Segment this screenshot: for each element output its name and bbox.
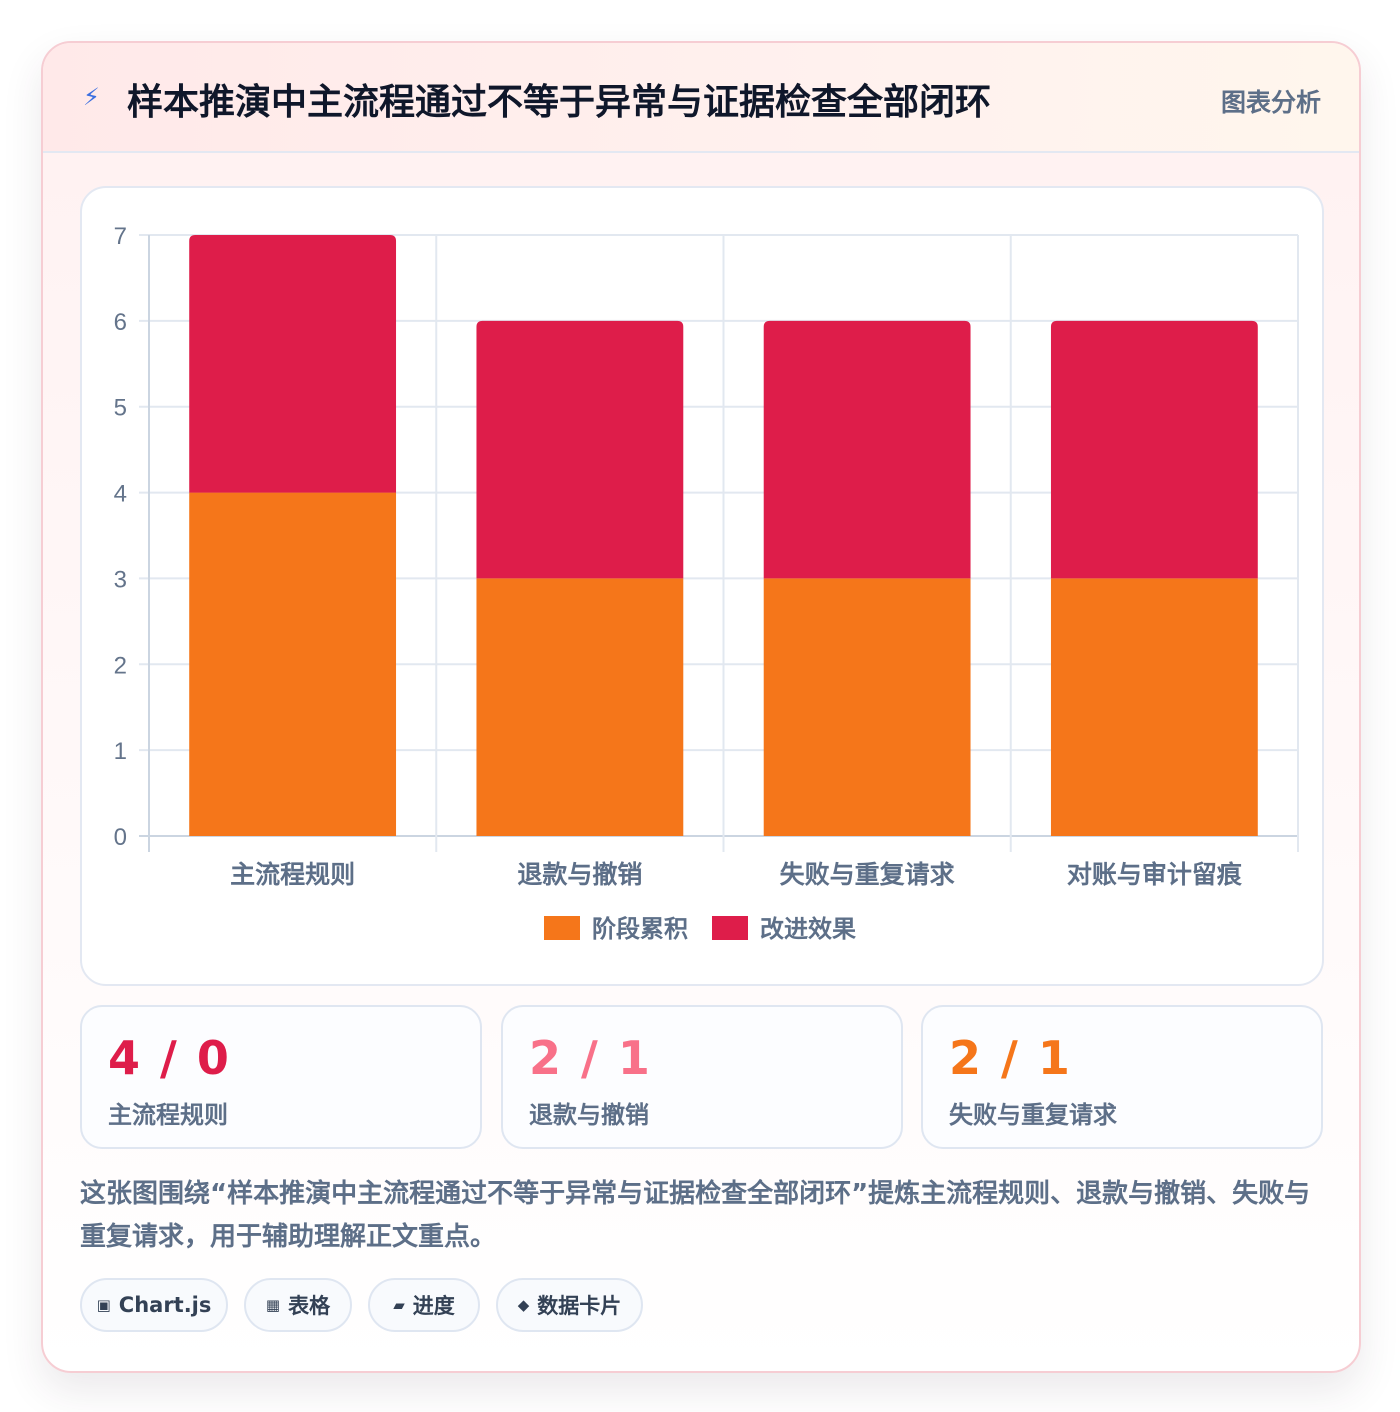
y-tick-label: 1 — [114, 738, 127, 765]
bar-1 — [189, 492, 397, 836]
stat-value: 2 / 1 — [949, 1031, 1072, 1085]
bar-1 — [1050, 578, 1258, 836]
lightning-icon: ⚡ — [83, 83, 100, 111]
y-tick-label: 4 — [114, 481, 127, 508]
stat-label: 退款与撤销 — [529, 1101, 649, 1129]
chart-panel: 0 1 2 3 4 5 6 7 主流程规则 退款与撤销 失败与重复请求 对账与审计留痕阶段累积 改进效果 — [80, 186, 1324, 986]
x-tick-label: 主流程规则 — [230, 860, 355, 889]
bar-2 — [1050, 320, 1258, 579]
bar-2 — [476, 320, 684, 579]
bar-1 — [763, 578, 971, 836]
stat-card-3: 2 / 1 失败与重复请求 — [921, 1005, 1323, 1149]
table-icon: ▦ — [265, 1296, 281, 1314]
stat-card-2: 2 / 1 退款与撤销 — [501, 1005, 903, 1149]
chip-label: 表格 — [288, 1294, 331, 1318]
stat-label: 主流程规则 — [108, 1101, 228, 1129]
stat-value: 4 / 0 — [108, 1031, 231, 1085]
x-tick-label: 对账与审计留痕 — [1067, 860, 1243, 889]
chip-label: Chart.js — [118, 1293, 212, 1317]
chip-data-card[interactable]: ◆ 数据卡片 — [496, 1278, 643, 1332]
chip-progress[interactable]: ▰ 进度 — [368, 1278, 480, 1332]
x-tick-label: 失败与重复请求 — [780, 860, 955, 889]
bar-2 — [763, 320, 971, 579]
y-tick-label: 6 — [114, 309, 127, 336]
data-card-icon: ◆ — [517, 1296, 530, 1314]
chart-icon: ▣ — [96, 1296, 111, 1314]
stat-value: 2 / 1 — [529, 1031, 652, 1085]
progress-icon: ▰ — [393, 1296, 405, 1314]
header-tag: 图表分析 — [1220, 88, 1321, 117]
y-tick-label: 3 — [114, 566, 127, 593]
stat-card-1: 4 / 0 主流程规则 — [80, 1005, 482, 1149]
x-tick-label: 退款与撤销 — [517, 860, 642, 889]
y-tick-label: 7 — [114, 223, 127, 250]
chart-card: ⚡ 样本推演中主流程通过不等于异常与证据检查全部闭环 图表分析 0 1 2 3 4 5 6 7… — [41, 41, 1361, 1373]
bar-1 — [476, 578, 684, 836]
chip-label: 数据卡片 — [537, 1294, 622, 1318]
legend-label: 阶段累积 — [592, 915, 688, 943]
legend-swatch — [544, 916, 580, 940]
chip-table[interactable]: ▦ 表格 — [244, 1278, 352, 1332]
chip-chartjs[interactable]: ▣ Chart.js — [80, 1278, 228, 1332]
bar-2 — [189, 235, 397, 493]
legend-label: 改进效果 — [760, 915, 856, 943]
card-header: ⚡ 样本推演中主流程通过不等于异常与证据检查全部闭环 图表分析 — [43, 43, 1359, 153]
stat-label: 失败与重复请求 — [949, 1101, 1117, 1129]
chart-description: 这张图围绕“样本推演中主流程通过不等于异常与证据检查全部闭环”提炼主流程规则、退… — [80, 1179, 1311, 1252]
y-tick-label: 2 — [114, 652, 127, 679]
chip-label: 进度 — [412, 1294, 455, 1318]
page-title: 样本推演中主流程通过不等于异常与证据检查全部闭环 — [127, 82, 992, 123]
y-tick-label: 5 — [114, 395, 127, 422]
y-tick-label: 0 — [114, 824, 127, 851]
legend-swatch — [712, 916, 748, 940]
